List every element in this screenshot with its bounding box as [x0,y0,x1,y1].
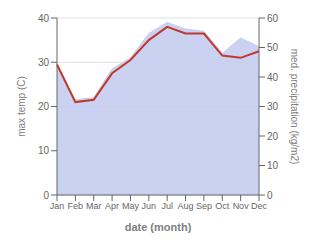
svg-text:Jun: Jun [142,201,157,211]
svg-text:20: 20 [267,131,279,142]
svg-text:Mar: Mar [86,201,102,211]
svg-text:30: 30 [267,101,279,112]
svg-text:Nov: Nov [233,201,250,211]
svg-text:Aug: Aug [178,201,194,211]
svg-text:Dec: Dec [251,201,268,211]
svg-text:60: 60 [267,13,279,24]
svg-text:Jan: Jan [50,201,65,211]
svg-text:Jul: Jul [161,201,173,211]
svg-text:date (month): date (month) [125,221,192,233]
svg-text:40: 40 [38,13,50,24]
svg-text:May: May [122,201,140,211]
svg-text:Sep: Sep [196,201,212,211]
svg-text:40: 40 [267,72,279,83]
svg-text:50: 50 [267,42,279,53]
svg-text:Oct: Oct [215,201,230,211]
svg-text:Apr: Apr [105,201,119,211]
svg-text:Feb: Feb [68,201,84,211]
svg-text:10: 10 [38,145,50,156]
svg-text:med. precipitation (kg/m2): med. precipitation (kg/m2) [289,49,300,165]
svg-text:10: 10 [267,160,279,171]
svg-text:30: 30 [38,57,50,68]
svg-text:max temp (C): max temp (C) [16,76,27,137]
svg-text:20: 20 [38,101,50,112]
svg-text:0: 0 [267,190,273,201]
svg-text:0: 0 [43,190,49,201]
